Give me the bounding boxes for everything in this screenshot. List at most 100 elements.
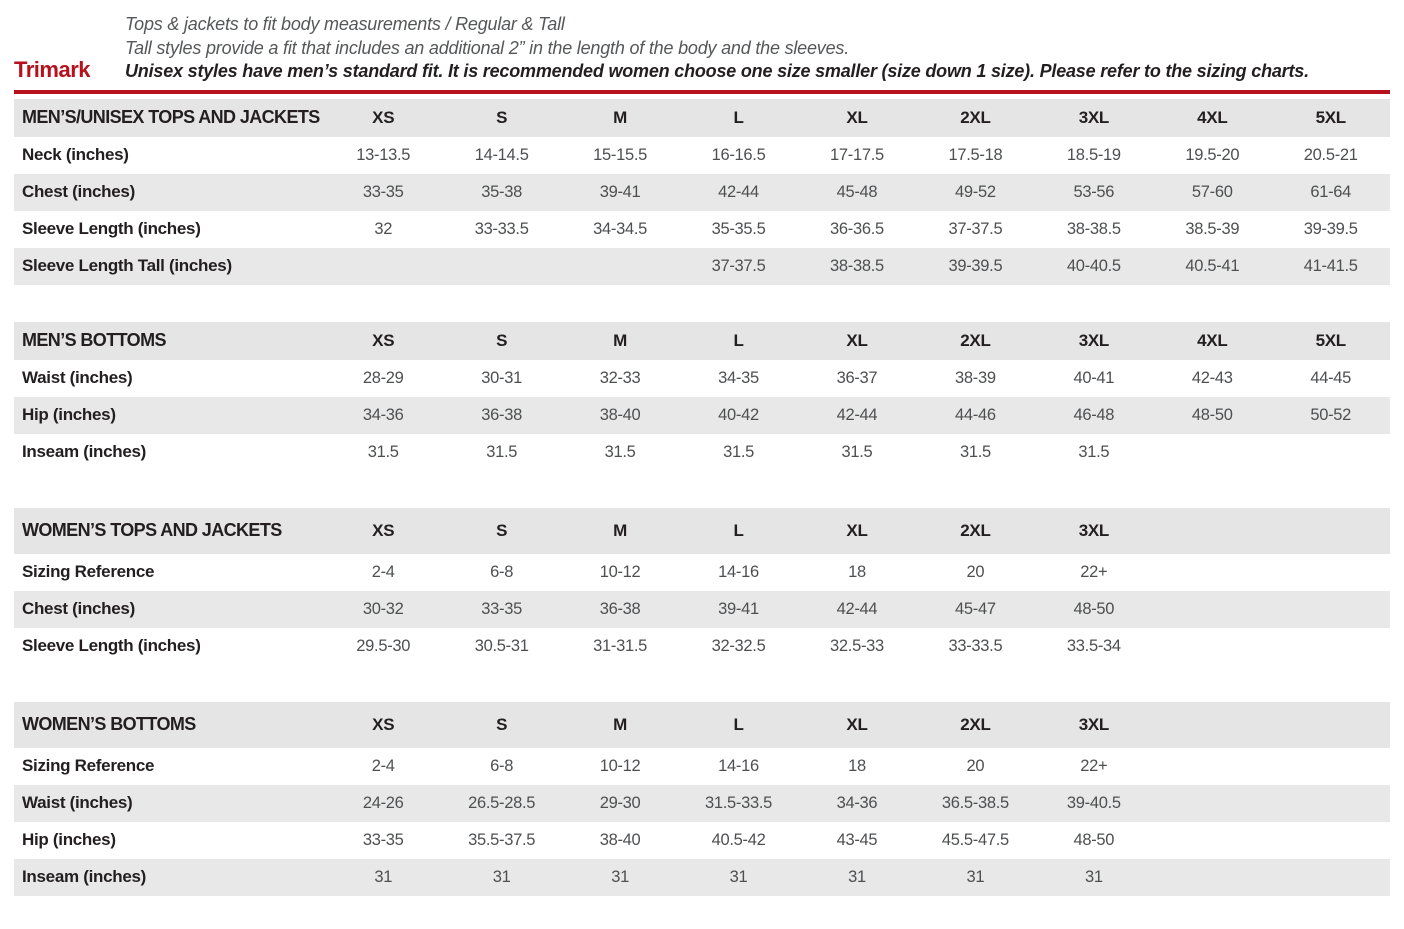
size-value-cell: 61-64 [1310, 182, 1352, 201]
table-row: Neck (inches) 13-13.5 14-14.5 15-15.5 16-16.… [14, 137, 1390, 174]
size-value-cell: 39-41 [599, 182, 641, 201]
size-value-cell: 33-35 [362, 182, 404, 201]
size-column-header: L [733, 330, 744, 350]
page-header: Trimark Tops & jackets to fit body measu… [0, 0, 1404, 84]
size-value-cell: 37-37.5 [711, 256, 766, 275]
size-value-cell: 31.5 [1078, 442, 1110, 461]
table-row: Sleeve Length (inches) 32 33-33.5 34-34.5 35… [14, 211, 1390, 248]
fit-note-line-1: Tops & jackets to fit body measurements … [125, 14, 565, 34]
table-row: Sizing Reference 2-4 6-8 10-12 14-16 18 20 22+ [14, 554, 1390, 591]
row-label: Hip (inches) [22, 830, 116, 849]
size-value-cell: 16-16.5 [711, 145, 766, 164]
size-column-header: M [613, 330, 628, 350]
size-value-cell: 14-16 [718, 562, 759, 581]
size-column-header: XL [846, 330, 868, 350]
size-value-cell: 31.5 [723, 442, 754, 461]
size-value-cell: 38-40 [599, 405, 641, 424]
size-column-header: 4XL [1197, 330, 1228, 350]
size-value-cell: 31 [492, 867, 511, 886]
size-column-header: 3XL [1078, 330, 1110, 350]
mens-bottoms-table: MEN’S BOTTOMS XS S M L XL 2XL 3XL 4XL 5XL Waist (i… [14, 321, 1390, 471]
size-column-header: 5XL [1315, 330, 1347, 350]
size-value-cell: 31 [374, 867, 393, 886]
size-value-cell: 34-35 [718, 368, 759, 387]
size-value-cell: 31.5 [486, 442, 518, 461]
table-row: Chest (inches) 30-32 33-35 36-38 39-41 42-44 4… [14, 590, 1390, 628]
size-column-header: S [496, 107, 508, 127]
size-value-cell: 48-50 [1073, 599, 1115, 618]
size-value-cell: 45-48 [836, 182, 878, 201]
table-row: Hip (inches) 34-36 36-38 38-40 40-42 42-44 44-… [14, 396, 1390, 434]
fit-note-line-2: Tall styles provide a fit that includes … [125, 37, 850, 58]
size-column-header: XS [372, 714, 395, 734]
size-value-cell: 50-52 [1310, 405, 1352, 424]
row-label: Inseam (inches) [22, 867, 146, 886]
size-value-cell: 35-38 [481, 182, 522, 201]
mens-unisex-tops-and-jackets-table: MEN’S/UNISEX TOPS AND JACKETS XS S M L XL 2XL 3… [14, 98, 1390, 285]
size-column-header: 3XL [1078, 107, 1110, 127]
size-value-cell: 39-41 [718, 599, 759, 618]
size-value-cell: 31 [729, 867, 748, 886]
size-value-cell: 31.5 [367, 442, 399, 461]
size-column-header: XS [372, 520, 395, 540]
size-value-cell: 15-15.5 [593, 145, 648, 164]
size-column-header: S [496, 330, 508, 350]
size-value-cell: 17-17.5 [830, 145, 884, 164]
red-divider-rule [14, 89, 1390, 94]
size-value-cell: 18 [848, 562, 866, 581]
row-label: Hip (inches) [22, 405, 116, 424]
size-column-header: 3XL [1078, 714, 1110, 734]
size-value-cell: 18.5-19 [1066, 145, 1121, 164]
size-value-cell: 33-35 [362, 830, 404, 849]
table-header-row: WOMEN’S BOTTOMS XS S M L XL 2XL 3XL [14, 701, 1390, 748]
size-value-cell: 6-8 [490, 562, 514, 581]
size-column-header: S [496, 714, 508, 734]
size-column-header: 4XL [1197, 107, 1228, 127]
size-value-cell: 42-44 [836, 405, 878, 424]
size-value-cell: 29.5-30 [356, 636, 411, 655]
size-value-cell: 22+ [1080, 756, 1108, 775]
size-column-header: 5XL [1315, 107, 1347, 127]
size-value-cell: 38-39 [955, 368, 996, 387]
size-column-header: M [613, 107, 628, 127]
size-value-cell: 53-56 [1073, 182, 1115, 201]
row-label: Chest (inches) [22, 599, 135, 618]
table-row: Waist (inches) 24-26 26.5-28.5 29-30 31.5-33… [14, 784, 1390, 822]
size-column-header: 2XL [960, 520, 991, 540]
fit-note-line-3: Unisex styles have men’s standard fit. I… [125, 61, 1309, 81]
size-value-cell: 39-40.5 [1066, 793, 1121, 812]
size-value-cell: 31-31.5 [593, 636, 648, 655]
size-value-cell: 39-39.5 [948, 256, 1003, 275]
row-label: Sizing Reference [22, 562, 155, 581]
size-value-cell: 45-47 [955, 599, 996, 618]
size-value-cell: 40-42 [718, 405, 759, 424]
size-value-cell: 22+ [1080, 562, 1108, 581]
size-value-cell: 14-14.5 [474, 145, 529, 164]
size-value-cell: 33.5-34 [1066, 636, 1121, 655]
size-column-header: XL [846, 714, 868, 734]
size-value-cell: 40.5-42 [711, 830, 766, 849]
size-value-cell: 20 [966, 562, 985, 581]
size-value-cell: 14-16 [718, 756, 759, 775]
size-value-cell: 38.5-39 [1185, 219, 1240, 238]
size-value-cell: 30-32 [362, 599, 404, 618]
size-value-cell: 17.5-18 [948, 145, 1003, 164]
size-value-cell: 40.5-41 [1185, 256, 1240, 275]
row-label: Sleeve Length (inches) [22, 636, 201, 655]
size-column-header: L [733, 714, 744, 734]
size-column-header: 2XL [960, 107, 991, 127]
size-value-cell: 32-32.5 [711, 636, 766, 655]
size-value-cell: 10-12 [599, 562, 641, 581]
size-value-cell: 32-33 [599, 368, 641, 387]
table-row: Hip (inches) 33-35 35.5-37.5 38-40 40.5-42 43… [14, 822, 1390, 859]
size-value-cell: 10-12 [599, 756, 641, 775]
size-value-cell: 6-8 [490, 756, 514, 775]
size-value-cell: 44-45 [1310, 368, 1352, 387]
womens-bottoms-table: WOMEN’S BOTTOMS XS S M L XL 2XL 3XL Sizing Refer… [14, 701, 1390, 896]
size-value-cell: 48-50 [1191, 405, 1233, 424]
size-column-header: M [613, 520, 628, 540]
size-value-cell: 2-4 [371, 562, 395, 581]
size-value-cell: 39-39.5 [1303, 219, 1358, 238]
brand-logo: Trimark [14, 56, 91, 82]
size-value-cell: 31 [611, 867, 629, 886]
